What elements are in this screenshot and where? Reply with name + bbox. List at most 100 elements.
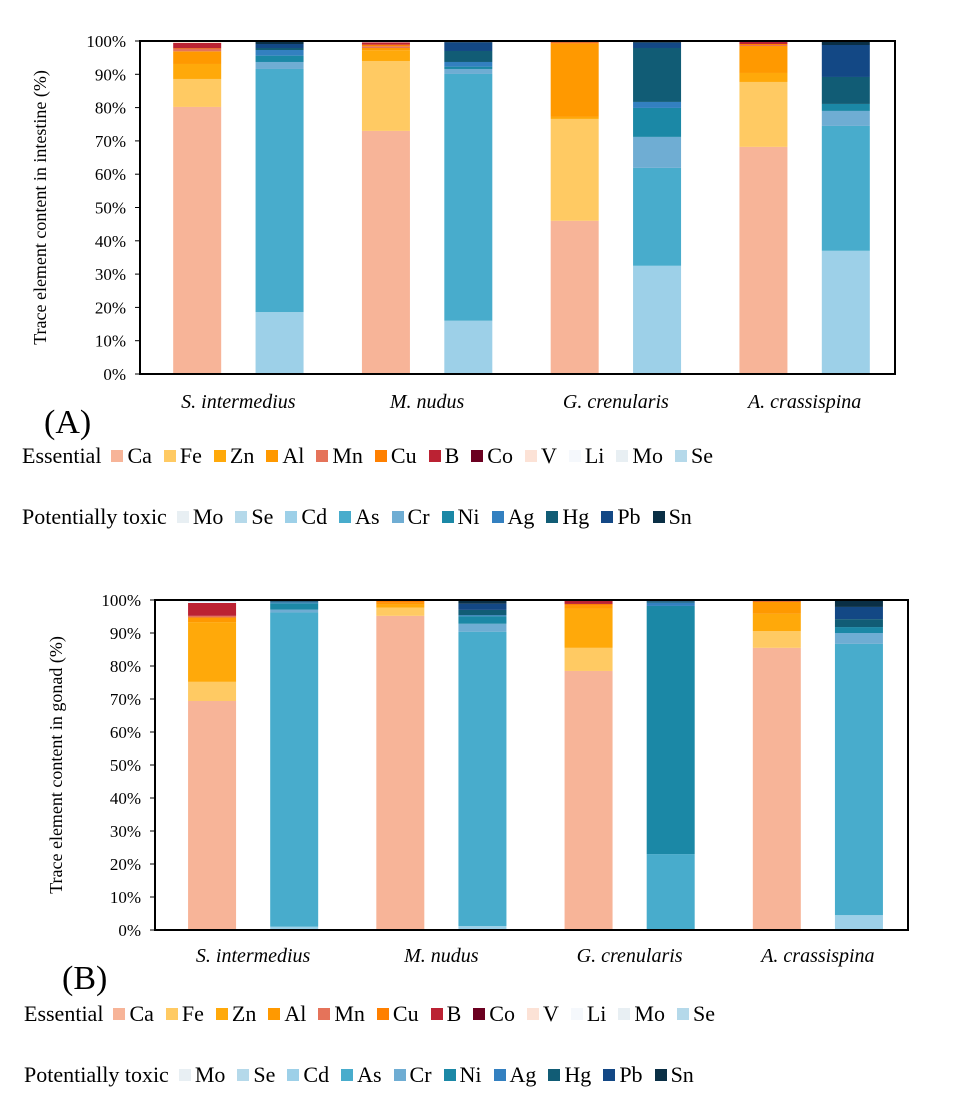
bar-segment-cr xyxy=(834,633,883,644)
bar-segment-pb xyxy=(458,603,507,610)
legend-label: Ca xyxy=(127,443,152,468)
y-tick-label: 100% xyxy=(86,32,126,51)
legend-label: Mo xyxy=(634,1001,665,1026)
legend-item-pb: Pb xyxy=(603,1062,643,1088)
legend-item-sn: Sn xyxy=(652,504,692,530)
bar-segment-as xyxy=(255,68,304,313)
legend-label: V xyxy=(542,1001,559,1026)
legend-swatch xyxy=(491,511,504,523)
y-tick-label: 20% xyxy=(95,298,126,317)
legend-label: B xyxy=(446,1001,462,1026)
legend-label: As xyxy=(355,504,380,529)
bar-segment-zn xyxy=(564,608,613,648)
legend-label: Sn xyxy=(668,504,692,529)
legend-swatch xyxy=(237,1069,250,1081)
bar-segment-cu xyxy=(173,48,222,49)
legend-swatch xyxy=(473,1008,486,1020)
legend-item-pb: Pb xyxy=(601,504,641,530)
legend-label: Pb xyxy=(617,504,641,529)
bar-segment-pb xyxy=(633,42,682,48)
bar-segment-ni xyxy=(270,603,319,610)
legend-item-zn: Zn xyxy=(215,1001,256,1027)
bar-segment-mn xyxy=(739,44,788,46)
y-tick-label: 90% xyxy=(95,65,126,84)
bar-segment-pb xyxy=(821,44,870,77)
legend-swatch xyxy=(339,511,352,523)
bar-segment-as xyxy=(270,612,319,927)
bar-segment-mn xyxy=(173,48,222,52)
legend-swatch xyxy=(601,511,614,523)
legend-swatch xyxy=(546,511,559,523)
bar-segment-cd xyxy=(821,250,870,374)
bar-segment-cd xyxy=(444,320,493,374)
bar-segment-sn xyxy=(458,600,507,604)
bar-segment-cd xyxy=(255,312,304,374)
legend-label: Al xyxy=(284,1001,307,1026)
bar-segment-cu xyxy=(550,42,599,44)
y-tick-label: 10% xyxy=(110,888,141,907)
bar-segment-cu xyxy=(739,43,788,45)
category-label: A. crassispina xyxy=(746,391,861,413)
bar-segment-as xyxy=(444,73,493,321)
legend-item-ag: Ag xyxy=(491,504,534,530)
y-tick-label: 30% xyxy=(95,265,126,284)
bar-segment-ca xyxy=(361,130,410,374)
bar-segment-cu xyxy=(564,603,613,606)
legend-toxic-b: Potentially toxic Mo Se Cd As Cr Ni Ag Hg Pb Sn xyxy=(24,1062,706,1088)
legend-item-se: Se xyxy=(674,443,713,469)
y-tick-label: 20% xyxy=(110,855,141,874)
legend-label: Ni xyxy=(457,504,480,529)
legend-item-co: Co xyxy=(473,1001,515,1027)
bar-segment-li xyxy=(188,601,237,603)
legend-swatch xyxy=(524,450,537,462)
y-tick-label: 100% xyxy=(101,591,141,610)
legend-item-as: As xyxy=(339,504,380,530)
legend-item-cd: Cd xyxy=(287,1062,329,1088)
legend-label: V xyxy=(540,443,557,468)
legend-swatch xyxy=(548,1069,561,1081)
legend-label: Li xyxy=(586,1001,607,1026)
bar-segment-as xyxy=(821,125,870,251)
bar-segment-ni xyxy=(834,627,883,633)
bar-segment-al xyxy=(173,51,222,64)
legend-item-mo: Mo xyxy=(616,443,663,469)
chart-a: 0% 10% 20% 30% 40% 50% 60% 70% 80% 90% 100% S. inte… xyxy=(30,32,896,413)
legend-item-se: Se xyxy=(676,1001,715,1027)
bar-segment-hg xyxy=(444,50,493,62)
legend-swatch xyxy=(215,1008,228,1020)
bar-segment-zn xyxy=(173,63,222,79)
bar-segment-as xyxy=(458,631,507,927)
bar-segment-zn xyxy=(376,604,425,608)
legend-item-al: Al xyxy=(268,1001,306,1027)
bar-segment-b xyxy=(564,600,613,604)
legend-item-cr: Cr xyxy=(393,1062,432,1088)
legend-item-se: Se xyxy=(235,504,273,530)
legend-title: Essential xyxy=(24,1001,104,1026)
legend-label: Sn xyxy=(670,1062,694,1087)
legend-label: Fe xyxy=(181,1001,204,1026)
category-label: S. intermedius xyxy=(196,945,311,967)
legend-label: Ca xyxy=(129,1001,154,1026)
bar-segment-al xyxy=(361,47,410,51)
chart-b: 0% 10% 20% 30% 40% 50% 60% 70% 80% 90% 100% S. inte… xyxy=(46,591,909,967)
bar-segment-hg xyxy=(646,601,695,603)
bar-segment-mn xyxy=(361,46,410,48)
bar-segment-zn xyxy=(752,613,801,632)
bar-segment-cr xyxy=(633,136,682,168)
bar-segment-as xyxy=(633,167,682,266)
bar-segment-zn xyxy=(361,50,410,61)
legend-label: Cd xyxy=(303,1062,330,1087)
bar-segment-ag xyxy=(270,602,319,604)
bar-segment-cr xyxy=(821,110,870,126)
legend-label: Zn xyxy=(229,443,255,468)
legend-swatch xyxy=(618,1008,631,1020)
bar-segment-ca xyxy=(752,647,801,930)
legend-swatch xyxy=(376,1008,389,1020)
legend-item-b: B xyxy=(428,443,459,469)
legend-label: Mn xyxy=(334,1001,365,1026)
legend-item-cu: Cu xyxy=(374,443,417,469)
legend-item-v: V xyxy=(526,1001,559,1027)
legend-swatch xyxy=(178,1069,191,1081)
legend-label: Hg xyxy=(562,504,590,529)
